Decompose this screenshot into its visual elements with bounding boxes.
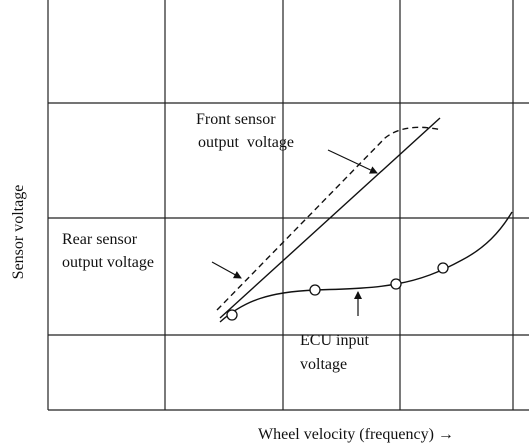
rear-label: Rear sensor (62, 231, 138, 248)
front-sensor-curve (219, 117, 441, 319)
point (226, 309, 238, 321)
ecu-points (226, 262, 449, 321)
point (309, 284, 321, 296)
ecu-label: voltage (300, 356, 347, 373)
point (390, 278, 402, 290)
rear-label: output voltage (62, 254, 154, 271)
front-label: output voltage (198, 134, 294, 151)
x-axis-label: Wheel velocity (frequency) → (258, 426, 454, 443)
rear-arrow (211, 261, 242, 279)
grid (47, 0, 529, 411)
front-label: Front sensor (196, 111, 276, 128)
point (437, 262, 449, 274)
y-axis-label: Sensor voltage (10, 185, 27, 280)
rear-sensor-curve (216, 126, 443, 311)
ecu-label: ECU input (300, 332, 369, 349)
ecu-input-curve (219, 211, 513, 323)
front-arrow (327, 149, 378, 174)
